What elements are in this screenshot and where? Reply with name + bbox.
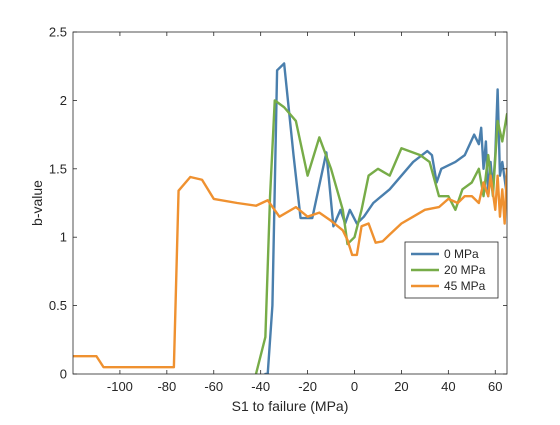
plot-area (73, 62, 507, 374)
axis-labels: S1 to failure (MPa) b-value (29, 180, 348, 414)
x-tick-label: -20 (298, 379, 317, 394)
axes: -100 -80 -60 -40 -20 0 20 40 60 0 0.5 1 1.5 2 2.5 (49, 25, 508, 394)
x-tick-label: -80 (157, 379, 176, 394)
series-line-0 (264, 62, 507, 374)
x-axis-label: S1 to failure (MPa) (232, 398, 349, 414)
y-tick-label: 1.5 (49, 161, 67, 176)
y-tick-label: 1 (60, 230, 67, 245)
legend-label-1: 20 MPa (444, 263, 486, 277)
x-tick-label: -60 (204, 379, 223, 394)
series-line-2 (73, 167, 507, 369)
y-tick-label: 2.5 (49, 25, 67, 40)
x-tick-label: -40 (251, 379, 270, 394)
y-tick-label: 2 (60, 93, 67, 108)
legend-label-2: 45 MPa (444, 279, 486, 293)
axes-box (72, 31, 508, 375)
y-axis-label: b-value (29, 180, 45, 226)
series-group (73, 62, 507, 374)
x-tick-label: 20 (394, 379, 408, 394)
series-line-1 (254, 99, 507, 374)
x-tick-label: -100 (107, 379, 133, 394)
y-tick-label: 0 (60, 367, 67, 382)
x-tick-label: 40 (441, 379, 455, 394)
x-tick-label: 60 (488, 379, 502, 394)
x-tick-label: 0 (351, 379, 358, 394)
y-tick-label: 0.5 (49, 298, 67, 313)
legend: 0 MPa 20 MPa 45 MPa (404, 241, 499, 299)
legend-label-0: 0 MPa (444, 247, 479, 261)
